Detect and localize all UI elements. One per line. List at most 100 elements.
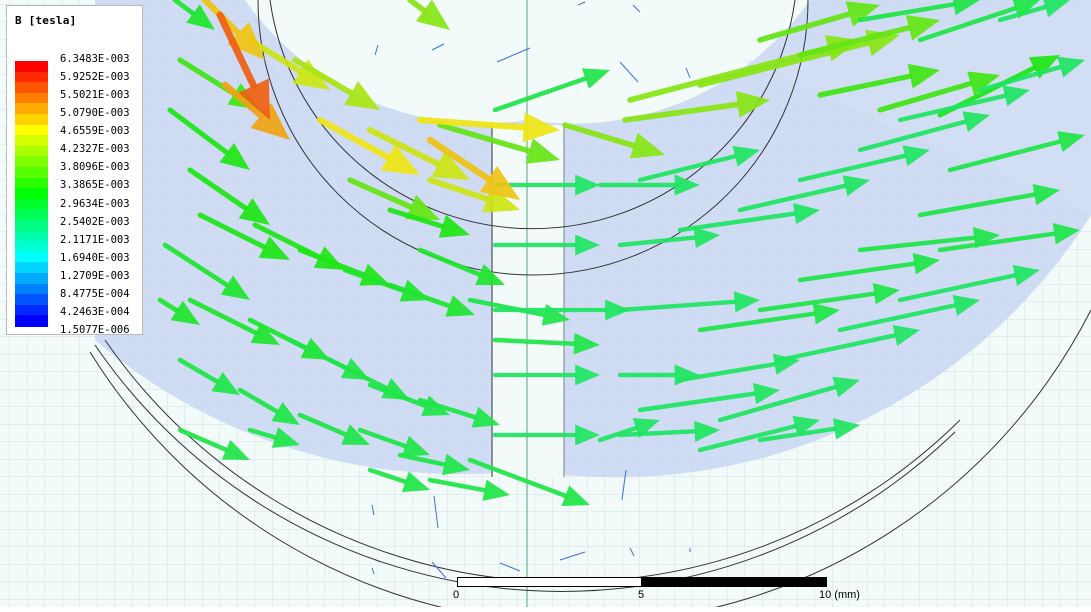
legend-swatch	[15, 304, 48, 316]
field-arrow-shaft	[387, 282, 452, 309]
field-arrow-head	[575, 174, 600, 196]
legend-swatch	[15, 156, 48, 168]
field-arrow-head	[475, 263, 505, 286]
field-arrow-head	[735, 91, 770, 118]
field-arrow-head	[522, 112, 560, 143]
field-arrow-shaft	[857, 2, 957, 23]
field-arrow-head	[892, 324, 920, 346]
legend-swatch	[15, 220, 48, 232]
field-arrow-shaft	[221, 81, 265, 119]
field-arrow-shaft	[622, 101, 741, 123]
legend-swatch	[15, 103, 48, 115]
field-arrow-shaft	[757, 291, 877, 313]
field-arrow-head	[952, 294, 980, 316]
field-arrow-shaft	[597, 425, 639, 443]
field-arrow-shaft	[427, 177, 490, 202]
legend-swatch	[15, 124, 48, 136]
legend-swatch	[15, 82, 48, 94]
field-arrow-head	[967, 71, 1000, 96]
field-arrow-head	[271, 402, 300, 425]
scale-tick-0: 0	[453, 589, 460, 601]
field-arrow-shaft	[316, 116, 392, 161]
legend-swatch	[15, 315, 48, 327]
field-arrow-head	[401, 471, 430, 493]
scale-bar-black-segment	[642, 577, 827, 587]
field-arrow-shaft	[467, 457, 568, 499]
scale-tick-10: 10 (mm)	[819, 589, 860, 601]
field-arrow-head	[405, 194, 440, 220]
field-arrow-shaft	[157, 297, 180, 313]
legend-label: 1.5077E-006	[60, 324, 130, 336]
field-arrow-shaft	[697, 424, 798, 453]
field-arrow-shaft	[292, 57, 355, 96]
field-arrow-head	[561, 485, 590, 506]
field-arrow-shaft	[717, 384, 838, 423]
legend-label: 6.3483E-003	[60, 53, 130, 65]
field-arrow-head	[905, 14, 940, 41]
field-arrow-head	[471, 406, 500, 428]
legend-swatch	[15, 61, 48, 73]
field-arrow-shaft	[367, 467, 408, 485]
field-arrow-shaft	[492, 76, 588, 113]
field-arrow-shaft	[617, 429, 697, 438]
field-arrow-head	[674, 174, 700, 196]
field-arrow-shaft	[617, 235, 697, 248]
legend-label: 2.1171E-003	[60, 233, 130, 246]
field-arrow-head	[221, 439, 250, 460]
legend-title: B [tesla]	[15, 14, 77, 27]
scale-bar-white-segment	[457, 577, 642, 587]
legend-swatch	[15, 283, 48, 295]
field-arrow-shaft	[347, 177, 414, 210]
legend-label: 1.6940E-003	[60, 251, 130, 264]
field-arrow-shaft	[937, 231, 1057, 253]
field-arrow-shaft	[366, 126, 442, 168]
field-arrows	[157, 0, 1085, 506]
field-arrow-shaft	[917, 5, 1018, 43]
field-arrow-shaft	[297, 412, 348, 437]
legend-label: 3.3865E-003	[60, 179, 130, 192]
field-arrow-shaft	[177, 357, 220, 384]
field-arrow-shaft	[697, 311, 817, 333]
field-arrow-head	[632, 418, 660, 439]
field-arrow-head	[482, 479, 510, 501]
legend-label: 8.4775E-004	[60, 287, 130, 300]
field-arrow-shaft	[367, 382, 428, 408]
field-arrow-head	[833, 418, 860, 440]
field-arrow-head	[1012, 0, 1040, 19]
field-arrow-shaft	[797, 153, 908, 183]
field-arrow-shaft	[172, 0, 196, 16]
core-region	[95, 0, 1091, 478]
field-arrow-head	[1052, 222, 1080, 245]
legend-swatch	[15, 145, 48, 157]
field-arrow-head	[629, 132, 665, 159]
small-field-arrows	[371, 1, 1061, 579]
field-arrow-shaft	[677, 211, 797, 233]
field-arrow-shaft	[797, 25, 912, 58]
legend-swatch	[15, 188, 48, 200]
field-arrow-head	[227, 22, 265, 61]
field-arrow-head	[250, 103, 290, 140]
field-arrow-head	[907, 63, 940, 89]
field-arrow-head	[1057, 56, 1085, 78]
field-arrow-shaft	[677, 362, 777, 383]
field-arrow-head	[842, 175, 870, 197]
field-arrow-shaft	[757, 426, 837, 443]
field-arrow-shaft	[562, 122, 637, 149]
field-arrow-shaft	[947, 139, 1063, 173]
field-arrow-head	[832, 376, 860, 398]
field-arrow-shaft	[426, 136, 492, 183]
field-arrow-head	[845, 1, 880, 27]
field-arrow-head	[344, 81, 380, 110]
field-arrow-shaft	[897, 93, 1008, 123]
field-arrow-shaft	[177, 427, 229, 453]
legend-swatch	[15, 241, 48, 253]
field-arrow-head	[581, 68, 610, 89]
field-arrow-head	[694, 420, 720, 442]
field-arrow-head	[1002, 85, 1030, 107]
field-arrow-head	[170, 300, 200, 325]
legend-label: 4.6559E-003	[60, 125, 130, 138]
field-arrow-head	[292, 59, 330, 90]
field-arrow-shaft	[757, 11, 853, 43]
legend-label: 5.5021E-003	[60, 89, 130, 102]
